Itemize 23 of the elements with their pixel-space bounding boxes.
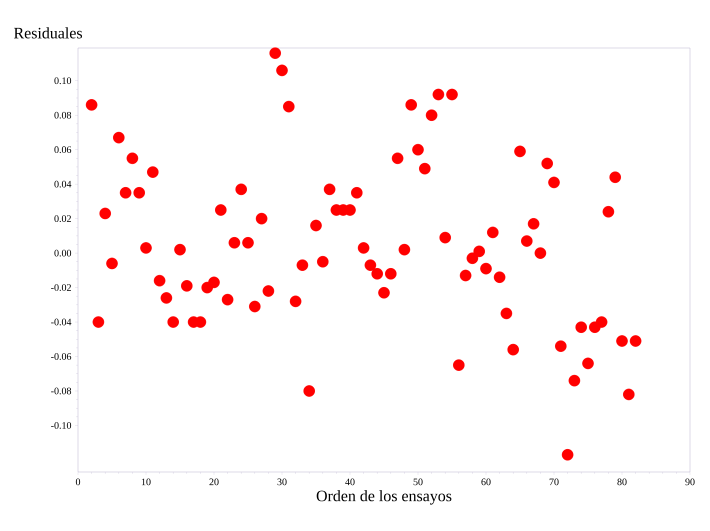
x-tick-label: 40	[345, 478, 355, 486]
x-tick-label: 20	[209, 478, 219, 486]
x-tick-label: 60	[481, 478, 491, 486]
x-tick-label: 90	[685, 478, 695, 486]
y-tick-label: -0.08	[51, 388, 72, 394]
y-tick-label: 0.04	[54, 180, 72, 188]
x-tick-label: 80	[617, 478, 627, 486]
x-tick-label: 10	[142, 478, 151, 486]
y-tick-label: 0.10	[54, 77, 72, 84]
y-axis-title: Residuales	[14, 27, 82, 38]
y-tick-label: 0.06	[54, 146, 72, 154]
y-tick-label: 0.02	[54, 215, 71, 222]
x-axis-title: Orden de los ensayos	[316, 490, 452, 505]
x-tick-label: 70	[550, 478, 559, 486]
y-tick-label: -0.04	[51, 318, 72, 326]
x-tick-label: 0	[76, 478, 80, 486]
y-tick-label: -0.06	[51, 353, 72, 360]
x-tick-label: 50	[414, 478, 423, 486]
y-tick-label: -0.10	[51, 422, 72, 429]
y-tick-label: -0.02	[51, 284, 71, 291]
y-tick-label: 0.08	[54, 112, 72, 119]
x-tick-label: 30	[278, 478, 287, 486]
y-tick-label: 0.00	[54, 250, 72, 256]
